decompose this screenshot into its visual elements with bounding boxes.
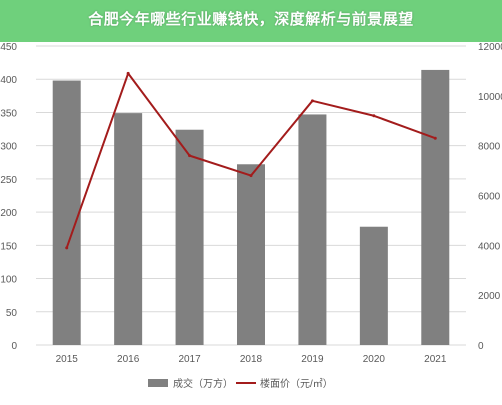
line-series [65,71,437,250]
left-tick-label: 300 [0,142,17,153]
x-tick-label: 2018 [240,354,263,365]
bar [298,114,327,345]
x-tick-label: 2021 [424,354,447,365]
x-axis-ticks: 2015 2016 2017 2018 2019 2020 2021 [56,354,447,365]
left-axis-ticks: 0 50 100 150 200 250 300 350 400 450 [0,42,17,352]
line-point [65,246,69,250]
right-axis-ticks: 0 2000 4000 6000 8000 10000 12000 [478,42,502,352]
legend: 成交（万方） 楼面价（元/㎡） [148,377,333,390]
right-tick-label: 8000 [478,142,501,153]
x-tick-label: 2017 [178,354,201,365]
left-tick-label: 100 [0,275,17,286]
bar [359,226,388,345]
bar [114,113,143,345]
bar-series [52,69,450,346]
title-banner: 合肥今年哪些行业赚钱快，深度解析与前景展望 [0,0,502,42]
x-tick-label: 2016 [117,354,140,365]
left-tick-label: 200 [0,208,17,219]
x-tick-label: 2020 [363,354,386,365]
left-tick-label: 150 [0,241,17,252]
left-tick-label: 250 [0,175,17,186]
line-point [372,114,376,118]
line-point [433,136,437,140]
x-tick-label: 2015 [56,354,79,365]
right-tick-label: 2000 [478,291,501,302]
legend-line-label: 楼面价（元/㎡） [260,377,333,390]
bar [421,69,450,346]
right-tick-label: 12000 [478,42,502,53]
line-point [188,154,192,158]
left-tick-label: 0 [11,341,17,352]
right-tick-label: 4000 [478,241,501,252]
left-tick-label: 350 [0,108,17,119]
line-point [310,99,314,103]
left-tick-label: 450 [0,42,17,53]
legend-bar-swatch [148,379,168,387]
line-point [126,71,130,75]
right-tick-label: 0 [478,341,484,352]
right-tick-label: 10000 [478,92,502,103]
right-tick-label: 6000 [478,192,501,203]
bar [52,80,81,345]
left-tick-label: 400 [0,75,17,86]
legend-bar-label: 成交（万方） [173,377,233,390]
left-tick-label: 50 [6,308,18,319]
bar [175,129,204,345]
x-tick-label: 2019 [301,354,324,365]
page-title: 合肥今年哪些行业赚钱快，深度解析与前景展望 [88,11,414,28]
line-point [249,174,253,178]
bar [237,164,265,345]
